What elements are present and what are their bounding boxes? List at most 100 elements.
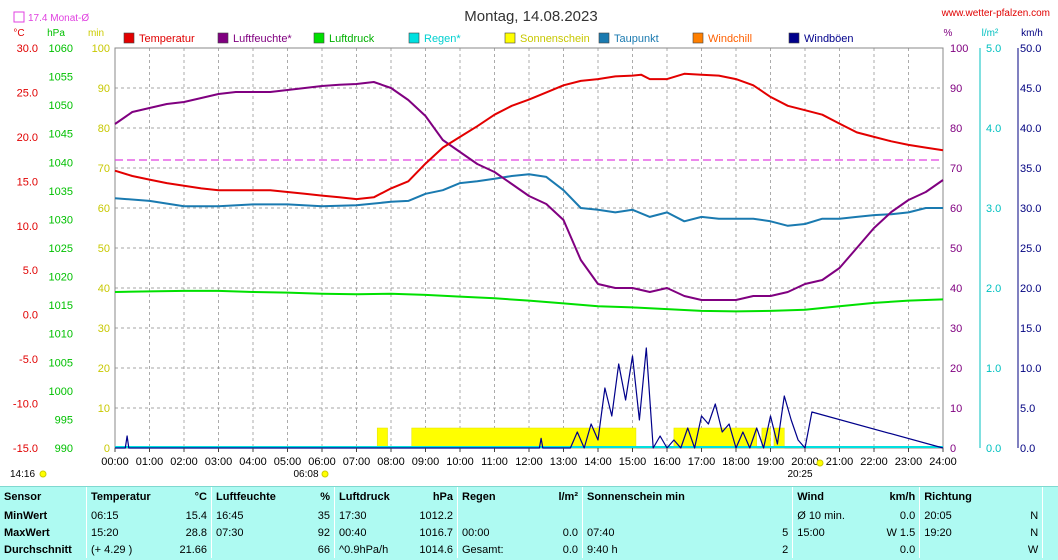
legend-swatch — [504, 32, 516, 44]
statistics-panel: Sensor Temperatur °C Luftfeuchte % Luftd… — [0, 486, 1058, 560]
x-tick-label: 09:00 — [412, 456, 440, 468]
pressure-tick-label: 995 — [55, 414, 73, 426]
stats-header-wind: Wind — [792, 487, 868, 507]
x-tick-label: 17:00 — [688, 456, 716, 468]
wind-tick-label: 5.0 — [1020, 403, 1035, 415]
pressure-tick-label: 1040 — [49, 157, 73, 169]
rain-tick-label: 2.0 — [986, 283, 1001, 295]
stats-cell-sun-time: 9:40 h — [582, 541, 736, 558]
stats-cell-blank — [1042, 507, 1058, 524]
temp-axis-unit: °C — [13, 28, 24, 39]
pressure-tick-label: 1045 — [49, 129, 73, 141]
pressure-tick-label: 1030 — [49, 214, 73, 226]
temp-tick-label: -5.0 — [19, 354, 38, 366]
legend-swatch — [123, 32, 135, 44]
sun-tick-label: 100 — [92, 43, 110, 55]
legend-label: Regen* — [424, 33, 461, 45]
sunshine-bar — [376, 427, 388, 449]
rain-tick-label: 5.0 — [986, 43, 1001, 55]
pressure-tick-label: 1035 — [49, 186, 73, 198]
stats-row-avg: Durchschnitt (+ 4.29 ) 21.66 66 ^0.9hPa/… — [0, 541, 1058, 558]
stats-cell-dir-value: N — [1030, 509, 1039, 522]
stats-cell-hum-value: 66 — [317, 543, 330, 556]
sun-tick-label: 40 — [98, 283, 110, 295]
stats-cell-sun-value: 2 — [782, 543, 789, 556]
wind-gust-series-line — [115, 347, 944, 449]
legend-swatch — [598, 32, 610, 44]
x-tick-label: 08:00 — [377, 456, 405, 468]
stats-cell-dir-time: 19:20 — [919, 524, 995, 541]
x-tick-label: 16:00 — [653, 456, 681, 468]
chart-title: Montag, 14.08.2023 — [464, 8, 597, 25]
wind-tick-label: 35.0 — [1020, 163, 1041, 175]
stats-cell-sun-time: 07:40 — [582, 524, 736, 541]
stats-cell-blank — [1042, 541, 1058, 558]
dewpoint-series-line — [114, 173, 943, 227]
x-tick-label: 15:00 — [619, 456, 647, 468]
wind-tick-label: 50.0 — [1020, 43, 1041, 55]
x-tick-label: 13:00 — [550, 456, 578, 468]
x-tick-label: 20:00 — [791, 456, 819, 468]
wind-tick-label: 45.0 — [1020, 83, 1041, 95]
stats-cell-hum-value: 92 — [317, 526, 330, 539]
stats-cell-blank — [1042, 524, 1058, 541]
month-avg-label: 17.4 Monat-Ø — [28, 13, 89, 24]
stats-header-blank — [1042, 487, 1058, 507]
pressure-tick-label: 1000 — [49, 386, 73, 398]
x-tick-label: 18:00 — [722, 456, 750, 468]
stats-header-wind-unit: km/h — [889, 491, 916, 503]
humidity-series-line — [114, 81, 944, 301]
wind-tick-label: 10.0 — [1020, 363, 1041, 375]
sun-tick-label: 80 — [98, 123, 110, 135]
stats-cell-hum-time: 16:45 — [211, 507, 298, 524]
wind-tick-label: 30.0 — [1020, 203, 1041, 215]
x-tick-label: 07:00 — [343, 456, 371, 468]
sunrise-label: 06:08 — [293, 469, 318, 480]
wind-tick-label: 25.0 — [1020, 243, 1041, 255]
stats-header-dir: Richtung — [919, 487, 995, 507]
x-tick-label: 14:00 — [584, 456, 612, 468]
legend-swatch — [217, 32, 229, 44]
stats-cell-rain-time: 00:00 — [457, 524, 532, 541]
x-tick-label: 12:00 — [515, 456, 543, 468]
stats-row-label: Durchschnitt — [4, 543, 72, 556]
stats-header-temp: Temperatur — [86, 487, 167, 507]
stats-cell-dir-time — [919, 541, 995, 558]
x-tick-label: 24:00 — [929, 456, 957, 468]
humidity-tick-label: 80 — [950, 123, 962, 135]
stats-header-dir-spacer — [994, 487, 1043, 507]
stats-cell-wind-time: Ø 10 min. — [792, 507, 868, 524]
stats-cell-press-value: 1014.6 — [419, 543, 453, 556]
legend-label: Sonnenschein — [520, 33, 590, 45]
temp-tick-label: 30.0 — [17, 43, 38, 55]
site-link[interactable]: www.wetter-pfalzen.com — [941, 8, 1050, 19]
stats-row-label: MinWert — [4, 509, 48, 522]
plot-area — [114, 72, 944, 449]
stats-header-row: Sensor Temperatur °C Luftfeuchte % Luftd… — [0, 487, 1058, 507]
stats-cell-temp-value: 28.8 — [185, 526, 207, 539]
rain-tick-label: 1.0 — [986, 363, 1001, 375]
stats-cell-dir-time: 20:05 — [919, 507, 995, 524]
humidity-tick-label: 40 — [950, 283, 962, 295]
stats-cell-rain-value: 0.0 — [562, 526, 578, 539]
stats-cell-wind-time — [792, 541, 868, 558]
legend: Temperatur Luftfeuchte* Luftdruck Regen* Son… — [123, 32, 854, 45]
x-tick-label: 10:00 — [446, 456, 474, 468]
statistics-table: Sensor Temperatur °C Luftfeuchte % Luftd… — [0, 487, 1058, 558]
stats-header-press-unit: hPa — [432, 491, 453, 503]
stats-cell-rain-time — [457, 507, 532, 524]
sunrise-sun-icon — [321, 470, 329, 478]
stats-header-hum-unit: % — [320, 491, 330, 503]
rain-axis-unit: l/m² — [982, 28, 999, 39]
humidity-tick-label: 90 — [950, 83, 962, 95]
legend-label: Temperatur — [139, 33, 195, 45]
weather-chart: Montag, 14.08.2023 www.wetter-pfalzen.co… — [10, 8, 1050, 480]
humidity-tick-label: 30 — [950, 323, 962, 335]
pressure-series-line — [114, 289, 944, 313]
pressure-tick-label: 1025 — [49, 243, 73, 255]
wind-tick-label: 0.0 — [1020, 443, 1035, 455]
pressure-tick-label: 1055 — [49, 72, 73, 84]
legend-swatch — [408, 32, 420, 44]
axes: 30.0 25.0 20.0 15.0 10.0 5.0 0.0 -5.0 -10.0 -15.0… — [13, 43, 1042, 455]
x-tick-label: 21:00 — [826, 456, 854, 468]
